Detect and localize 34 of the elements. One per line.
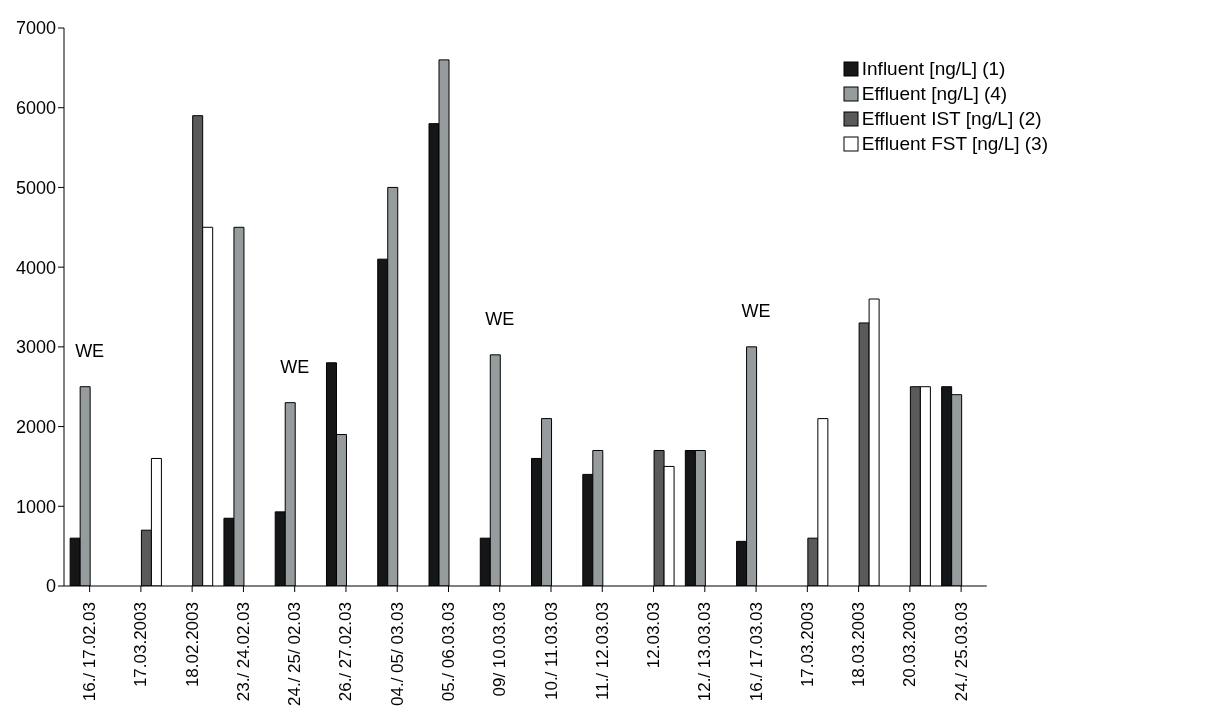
x-tick-label: 09/ 10.03.03 <box>490 602 510 697</box>
x-tick-label: 04./ 05/ 03.03 <box>387 602 407 706</box>
annotation: WE <box>75 340 105 361</box>
y-tick-label: 4000 <box>15 257 56 278</box>
legend-label: Effluent IST [ng/L] (2) <box>861 108 1042 130</box>
annotation: WE <box>741 300 771 321</box>
y-tick-label: 0 <box>45 576 56 597</box>
legend-label: Effluent FST [ng/L] (3) <box>861 133 1048 155</box>
x-tick-label: 16./ 17.03.03 <box>746 602 766 702</box>
x-tick-label: 23./ 24.02.03 <box>233 602 253 702</box>
x-tick-label: 20.03.2003 <box>900 602 920 688</box>
y-tick-label: 6000 <box>15 98 56 119</box>
legend-label: Influent [ng/L] (1) <box>861 58 1006 80</box>
y-tick-label: 5000 <box>15 177 56 198</box>
x-tick-label: 18.02.2003 <box>182 602 202 688</box>
x-tick-label: 24./ 25.03.03 <box>951 602 971 702</box>
y-tick-label: 2000 <box>15 416 56 437</box>
y-tick-label: 1000 <box>15 496 56 517</box>
x-tick-label: 12./ 13.03.03 <box>695 602 715 702</box>
x-tick-label: 16./ 17.02.03 <box>80 602 100 702</box>
y-tick-label: 7000 <box>15 18 56 39</box>
x-tick-label: 10./ 11.03.03 <box>541 602 561 700</box>
x-tick-label: 18.03.2003 <box>849 602 869 688</box>
x-tick-label: 17.03.2003 <box>797 602 817 688</box>
annotation: WE <box>280 356 310 377</box>
y-tick-label: 3000 <box>15 337 56 358</box>
x-tick-label: 12.03.03 <box>644 602 664 669</box>
x-tick-label: 24./ 25/ 02.03 <box>285 602 305 706</box>
annotation: WE <box>485 308 515 329</box>
x-tick-label: 17.03.2003 <box>131 602 151 688</box>
x-tick-label: 05./ 06.03.03 <box>438 602 458 702</box>
x-tick-label: 11./ 12.03.03 <box>592 602 612 700</box>
legend-label: Effluent [ng/L] (4) <box>861 83 1008 105</box>
x-tick-label: 26./ 27.02.03 <box>336 602 356 702</box>
